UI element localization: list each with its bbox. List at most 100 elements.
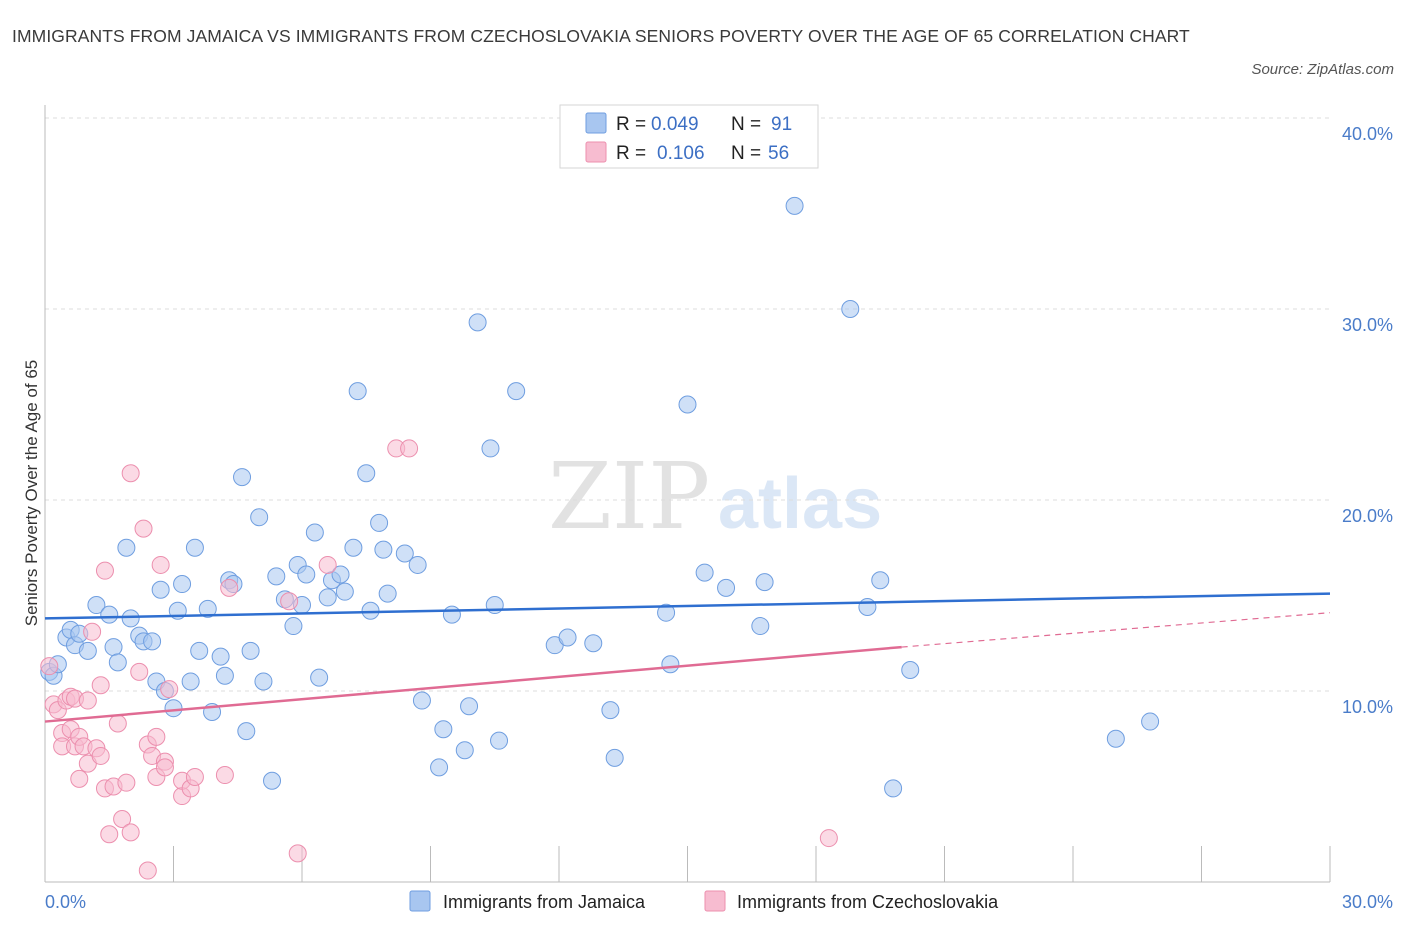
jamaica-point-26 (198, 599, 217, 618)
jamaica-point-23 (181, 672, 200, 691)
series-czechoslovakia-points (40, 439, 838, 880)
legend-n-value-jamaica: 91 (771, 114, 792, 135)
jamaica-point-8 (87, 596, 106, 615)
jamaica-point-84 (858, 597, 877, 616)
czechoslovakia-point-28 (130, 662, 149, 681)
jamaica-point-32 (233, 468, 252, 487)
jamaica-point-60 (430, 758, 449, 777)
czechoslovakia-point-17 (91, 676, 110, 695)
legend-r-value-czechoslovakia: 0.106 (657, 143, 705, 164)
legend-n-value-czechoslovakia: 56 (768, 143, 789, 164)
jamaica-point-65 (468, 313, 487, 332)
czechoslovakia-point-49 (400, 439, 419, 458)
legend-r-label-czechoslovakia: R = (616, 143, 646, 164)
jamaica-point-50 (344, 538, 363, 557)
jamaica-point-37 (263, 771, 282, 790)
jamaica-point-38 (267, 567, 286, 586)
czechoslovakia-point-0 (40, 657, 59, 676)
jamaica-point-88 (1106, 729, 1125, 748)
jamaica-point-86 (884, 779, 903, 798)
jamaica-point-35 (250, 508, 269, 527)
jamaica-point-25 (190, 641, 209, 660)
jamaica-point-57 (395, 544, 414, 563)
czechoslovakia-point-11 (70, 769, 89, 788)
y-tick-label-2: 30.0% (1342, 315, 1393, 335)
jamaica-point-54 (370, 513, 389, 532)
jamaica-point-44 (305, 523, 324, 542)
jamaica-point-43 (297, 565, 316, 584)
czechoslovakia-point-23 (108, 714, 127, 733)
jamaica-point-69 (507, 382, 526, 401)
jamaica-point-7 (78, 641, 97, 660)
czechoslovakia-point-27 (121, 464, 140, 483)
jamaica-point-28 (211, 647, 230, 666)
czechoslovakia-point-45 (280, 592, 299, 611)
czechoslovakia-point-35 (151, 555, 170, 574)
jamaica-point-40 (284, 617, 303, 636)
czechoslovakia-point-15 (83, 622, 102, 641)
czechoslovakia-point-14 (78, 691, 97, 710)
czechoslovakia-point-30 (138, 861, 157, 880)
jamaica-point-72 (584, 634, 603, 653)
jamaica-point-10 (104, 638, 123, 657)
czechoslovakia-point-21 (100, 825, 119, 844)
jamaica-point-55 (374, 540, 393, 559)
watermark-atlas: atlas (718, 464, 882, 544)
jamaica-point-73 (601, 701, 620, 720)
jamaica-point-45 (310, 668, 329, 687)
jamaica-point-56 (378, 584, 397, 603)
czechoslovakia-point-20 (95, 561, 114, 580)
legend-swatch-jamaica (585, 112, 607, 134)
jamaica-point-33 (237, 722, 256, 741)
czechoslovakia-point-18 (91, 746, 110, 765)
jamaica-point-11 (108, 653, 127, 672)
jamaica-point-9 (100, 605, 119, 624)
jamaica-point-76 (661, 655, 680, 674)
jamaica-point-64 (460, 697, 479, 716)
jamaica-point-74 (605, 748, 624, 767)
chart-title: IMMIGRANTS FROM JAMAICA VS IMMIGRANTS FR… (12, 26, 1190, 46)
chart-source: Source: ZipAtlas.com (1251, 61, 1394, 78)
jamaica-point-24 (185, 538, 204, 557)
bottom-legend-label-czechoslovakia: Immigrants from Czechoslovakia (737, 892, 999, 912)
jamaica-point-36 (254, 672, 273, 691)
jamaica-point-29 (215, 666, 234, 685)
czechoslovakia-point-38 (160, 680, 179, 699)
jamaica-point-82 (785, 196, 804, 215)
trend-line-jamaica (44, 592, 1331, 620)
czechoslovakia-point-43 (215, 766, 234, 785)
jamaica-point-12 (117, 538, 136, 557)
czechoslovakia-point-25 (117, 773, 136, 792)
jamaica-point-85 (871, 571, 890, 590)
bottom-legend-label-jamaica: Immigrants from Jamaica (443, 892, 646, 912)
jamaica-point-68 (490, 731, 509, 750)
y-tick-label-0: 10.0% (1342, 697, 1393, 717)
legend-r-label-jamaica: R = (616, 114, 646, 135)
jamaica-point-80 (751, 617, 770, 636)
legend-swatch-czechoslovakia (585, 141, 607, 163)
jamaica-point-22 (173, 575, 192, 594)
czechoslovakia-point-24 (113, 809, 132, 828)
jamaica-point-83 (841, 300, 860, 318)
x-tick-label-0: 0.0% (45, 892, 86, 912)
jamaica-point-16 (143, 632, 162, 651)
czechoslovakia-point-50 (819, 829, 838, 848)
trend-lines (44, 592, 1331, 723)
czechoslovakia-point-37 (155, 758, 174, 777)
jamaica-point-62 (442, 605, 461, 624)
jamaica-point-48 (331, 565, 350, 584)
czechoslovakia-point-44 (220, 578, 239, 597)
jamaica-point-79 (717, 578, 736, 597)
czechoslovakia-point-46 (288, 844, 307, 863)
x-tick-label-1: 30.0% (1342, 892, 1393, 912)
trend-line-czechoslovakia (44, 645, 902, 723)
bottom-legend-swatch-jamaica (409, 890, 431, 912)
correlation-legend: R = 0.049 N = 91 R = 0.106 N = 56 (559, 104, 819, 169)
jamaica-point-58 (408, 555, 427, 574)
jamaica-point-63 (455, 741, 474, 760)
jamaica-point-59 (412, 691, 431, 710)
czechoslovakia-point-47 (318, 555, 337, 574)
jamaica-point-52 (357, 464, 376, 483)
y-tick-label-3: 40.0% (1342, 124, 1393, 144)
